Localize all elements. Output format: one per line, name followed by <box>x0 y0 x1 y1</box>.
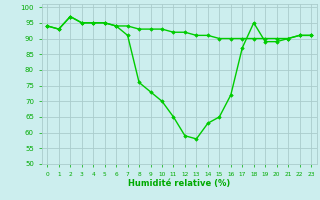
X-axis label: Humidité relative (%): Humidité relative (%) <box>128 179 230 188</box>
